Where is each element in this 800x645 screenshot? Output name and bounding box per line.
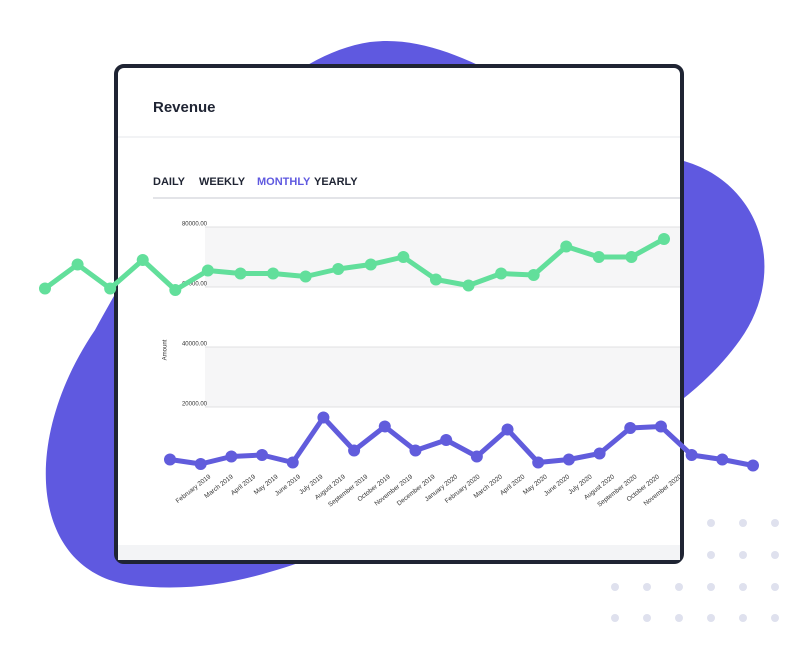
point bbox=[495, 267, 508, 280]
point bbox=[256, 449, 269, 461]
y-tick-label: 60000.00 bbox=[182, 282, 208, 288]
point bbox=[39, 282, 51, 295]
point bbox=[71, 258, 84, 271]
point bbox=[560, 240, 573, 253]
point bbox=[317, 411, 330, 424]
point bbox=[429, 273, 442, 286]
point bbox=[625, 251, 638, 263]
point bbox=[136, 254, 149, 266]
point bbox=[440, 434, 453, 446]
y-tick-label: 80000.00 bbox=[182, 222, 208, 228]
point bbox=[685, 449, 698, 461]
point bbox=[658, 233, 670, 245]
y-tick-label: 20000.00 bbox=[182, 402, 208, 408]
point bbox=[225, 450, 238, 463]
card bbox=[114, 64, 684, 564]
point bbox=[747, 459, 759, 472]
point bbox=[378, 420, 391, 433]
point bbox=[299, 270, 312, 283]
point bbox=[462, 279, 475, 292]
point bbox=[194, 458, 207, 470]
point bbox=[593, 447, 606, 460]
point bbox=[592, 251, 605, 263]
grid-band bbox=[205, 347, 680, 407]
point bbox=[527, 269, 540, 281]
dots bbox=[611, 519, 779, 622]
point bbox=[201, 264, 214, 277]
point bbox=[409, 444, 422, 457]
card-footer bbox=[118, 545, 680, 560]
y-tick-label: 40000.00 bbox=[182, 342, 208, 348]
point bbox=[364, 258, 377, 271]
point bbox=[169, 284, 182, 296]
tab[interactable]: DAILY bbox=[153, 176, 186, 188]
tab[interactable]: YEARLY bbox=[314, 176, 358, 188]
point bbox=[654, 420, 667, 433]
point bbox=[624, 422, 637, 434]
point bbox=[234, 267, 247, 280]
point bbox=[716, 453, 729, 466]
point bbox=[104, 282, 117, 295]
point bbox=[470, 450, 483, 463]
card-title: Revenue bbox=[153, 99, 216, 116]
tab[interactable]: MONTHLY bbox=[257, 176, 311, 188]
point bbox=[286, 456, 299, 469]
point bbox=[332, 263, 345, 275]
point bbox=[267, 267, 280, 280]
point bbox=[164, 453, 176, 466]
y-axis-label: Amount bbox=[163, 339, 169, 360]
point bbox=[501, 423, 514, 436]
series-line bbox=[43, 236, 666, 293]
point bbox=[562, 453, 575, 466]
point bbox=[532, 456, 545, 469]
point bbox=[348, 444, 361, 457]
tab[interactable]: WEEKLY bbox=[199, 176, 246, 188]
point bbox=[397, 251, 410, 263]
